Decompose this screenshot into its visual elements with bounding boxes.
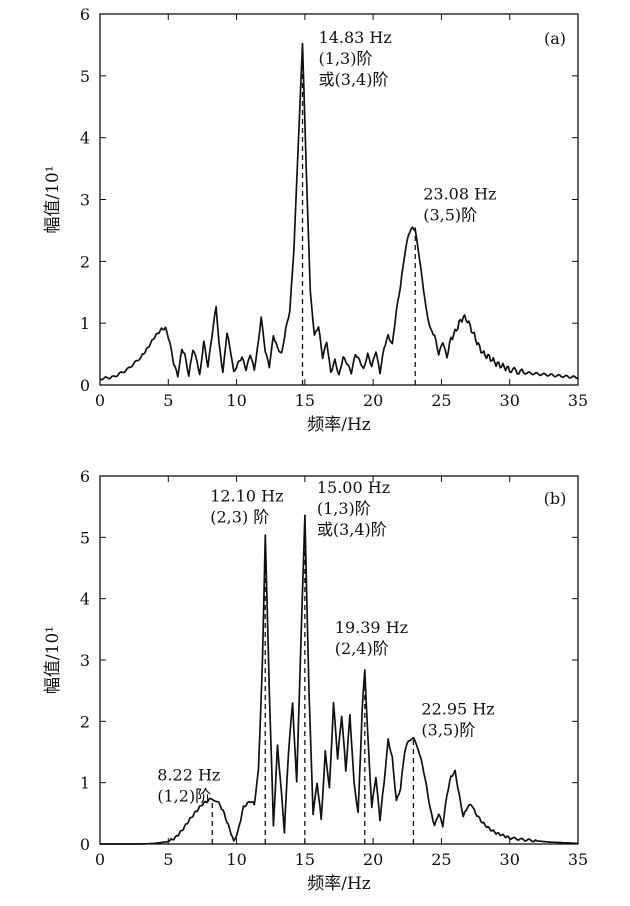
y-tick-label: 5 [80,67,90,86]
y-tick-label: 4 [80,590,90,609]
x-tick-label: 30 [500,850,520,869]
series-line [100,514,579,845]
y-tick-label: 2 [80,252,90,271]
peak-annotation-label: 23.08 Hz [423,184,496,203]
x-tick-label: 35 [568,850,588,869]
x-tick-label: 10 [226,391,246,410]
y-tick-label: 4 [80,129,90,148]
peak-annotation-label: (1,2)阶 [157,787,211,806]
y-axis-label: 幅值/10¹ [43,165,63,233]
peak-annotation-label: (3,5)阶 [421,721,475,740]
peak-annotation-label: 19.39 Hz [335,618,408,637]
peak-annotation-label: 22.95 Hz [421,700,494,719]
x-tick-label: 25 [431,391,451,410]
peak-annotation-label: (3,5)阶 [423,205,477,224]
x-tick-label: 10 [226,850,246,869]
chart-panel-b: 0 5 10 15 20 25 30 35 0 1 2 3 4 5 6 频率/Hz 幅值/10¹ (b) 8.22 … [43,467,588,894]
x-tick-label: 35 [568,391,588,410]
y-tick-label: 3 [80,191,90,210]
peak-annotation-label: 或(3,4)阶 [319,70,389,89]
peak-annotation-label: 或(3,4)阶 [317,520,387,539]
peak-annotation-label: (2,4)阶 [335,639,389,658]
x-tick-label: 25 [431,850,451,869]
y-tick-label: 0 [80,376,90,395]
x-tick-label: 20 [363,850,383,869]
x-tick-label: 5 [163,850,173,869]
panel-label: (a) [544,29,566,48]
chart-panel-a: 0 5 10 15 20 25 30 35 0 1 2 3 4 5 6 频率/Hz 幅值/10¹ (a) 14.83… [43,5,588,435]
panel-label: (b) [544,489,567,508]
peak-annotation-label: 15.00 Hz [317,478,390,497]
x-tick-label: 30 [500,391,520,410]
x-tick-label: 15 [295,391,315,410]
y-tick-label: 1 [80,774,90,793]
y-tick-label: 0 [80,835,90,854]
y-tick-label: 3 [80,651,90,670]
y-tick-label: 2 [80,712,90,731]
y-tick-label: 1 [80,314,90,333]
x-tick-label: 5 [163,391,173,410]
peak-annotation-label: (2,3) 阶 [210,507,269,526]
y-tick-label: 6 [80,467,90,486]
x-tick-label: 0 [95,391,105,410]
x-axis-label: 频率/Hz [307,874,371,894]
peak-annotation-label: (1,3)阶 [319,49,373,68]
y-axis-label: 幅值/10¹ [43,626,63,694]
series-line [99,42,579,381]
peak-annotation-label: 12.10 Hz [210,486,283,505]
x-tick-label: 20 [363,391,383,410]
peak-annotation-label: 14.83 Hz [319,28,392,47]
peak-annotation-label: 8.22 Hz [157,766,220,785]
y-tick-label: 5 [80,528,90,547]
x-tick-label: 0 [95,850,105,869]
peak-annotation-label: (1,3)阶 [317,499,371,518]
x-tick-label: 15 [295,850,315,869]
y-tick-label: 6 [80,5,90,24]
x-axis-label: 频率/Hz [307,415,371,435]
